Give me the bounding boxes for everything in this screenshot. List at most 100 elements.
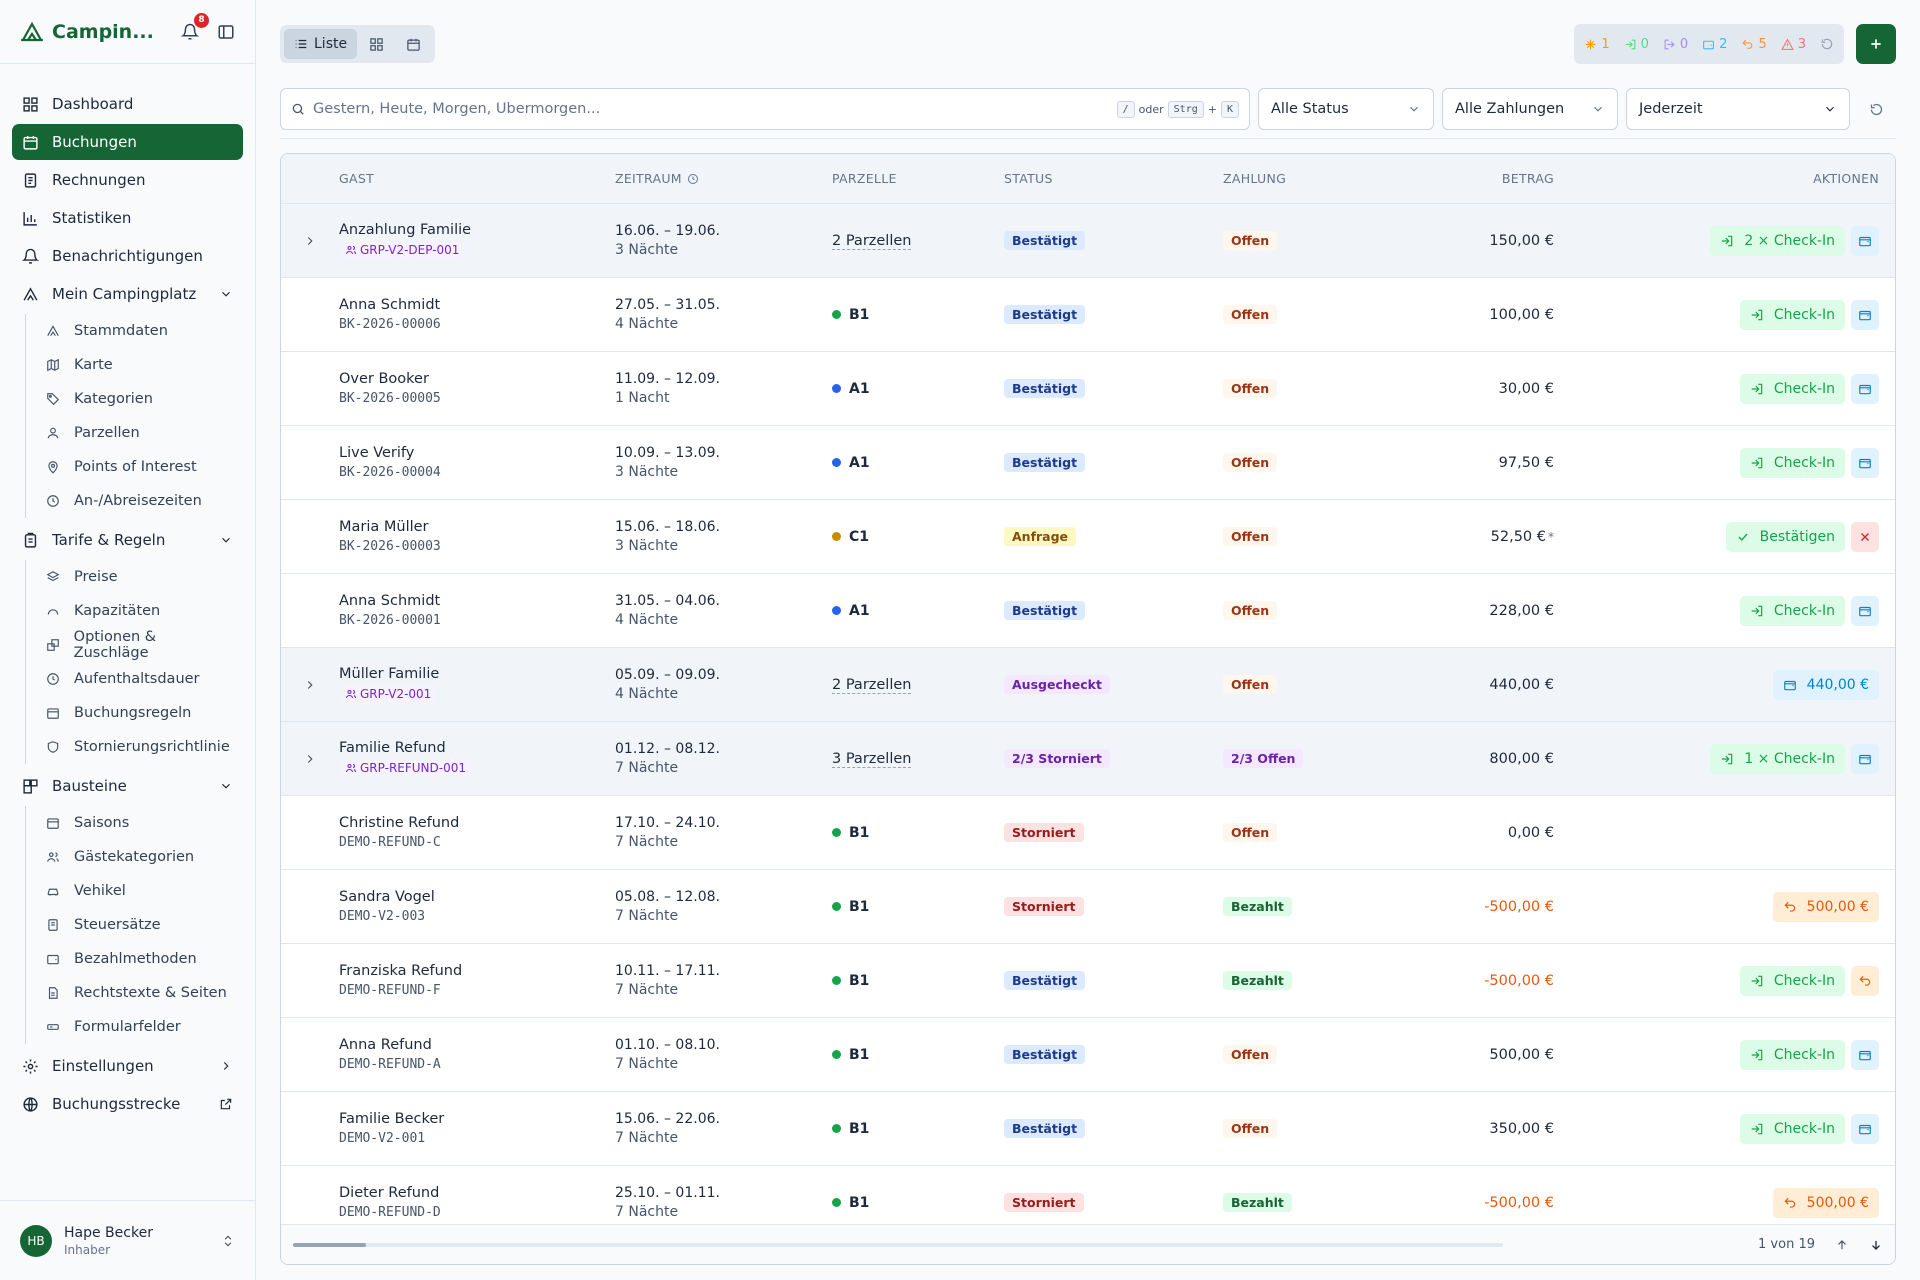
table-row[interactable]: Familie Becker DEMO-V2-001 15.06. – 22.06.…: [281, 1092, 1895, 1166]
sidebar-item-rechtstexte[interactable]: Rechtstexte & Seiten: [36, 976, 243, 1010]
header-parzelle[interactable]: PARZELLE: [832, 171, 897, 186]
checkin-button[interactable]: Check-In: [1739, 447, 1845, 478]
expand-chevron-icon[interactable]: [303, 234, 317, 248]
sidebar-item-gaestekategorien[interactable]: Gästekategorien: [36, 840, 243, 874]
checkin-button[interactable]: 1 × Check-In: [1710, 743, 1845, 774]
checkin-button[interactable]: Check-In: [1739, 595, 1845, 626]
payment-icon-button[interactable]: [1851, 1113, 1879, 1144]
horizontal-scrollbar[interactable]: [293, 1242, 1503, 1247]
checkin-button[interactable]: Check-In: [1739, 965, 1845, 996]
table-row-group[interactable]: Familie Refund GRP-REFUND-001 01.12. – 08.…: [281, 722, 1895, 796]
time-select[interactable]: Jederzeit: [1626, 88, 1850, 130]
expand-chevron-icon[interactable]: [303, 678, 317, 692]
parzellen-link[interactable]: 3 Parzellen: [832, 750, 912, 768]
scroll-down-button[interactable]: [1869, 1238, 1883, 1252]
sidebar-item-bezahlmethoden[interactable]: Bezahlmethoden: [36, 942, 243, 976]
table-row[interactable]: Live Verify BK-2026-00004 10.09. – 13.09. 3…: [281, 426, 1895, 500]
search-field[interactable]: / oder Strg + K: [280, 88, 1250, 130]
checkin-button[interactable]: Check-In: [1739, 1113, 1845, 1144]
search-input[interactable]: [313, 101, 1117, 117]
payment-icon-button[interactable]: [1851, 447, 1879, 478]
sidebar-item-buchungsstrecke[interactable]: Buchungsstrecke: [12, 1086, 243, 1122]
view-grid-button[interactable]: [359, 29, 394, 59]
sidebar-item-vehikel[interactable]: Vehikel: [36, 874, 243, 908]
sidebar-item-stammdaten[interactable]: Stammdaten: [36, 314, 243, 348]
confirm-button[interactable]: Bestätigen: [1725, 521, 1845, 552]
refresh-button[interactable]: [1820, 37, 1834, 51]
table-row-group[interactable]: Anzahlung Familie GRP-V2-DEP-001 16.06. – …: [281, 204, 1895, 278]
refund-icon-button[interactable]: [1851, 965, 1879, 996]
sidebar-item-kapazitaeten[interactable]: Kapazitäten: [36, 594, 243, 628]
sidebar-item-preise[interactable]: Preise: [36, 560, 243, 594]
payment-select[interactable]: Alle Zahlungen: [1442, 88, 1618, 130]
counter-checkin[interactable]: 0: [1624, 37, 1649, 52]
counter-arrivals[interactable]: 1: [1584, 37, 1610, 52]
scrollbar-thumb[interactable]: [293, 1242, 366, 1247]
table-row[interactable]: Maria Müller BK-2026-00003 15.06. – 18.06.…: [281, 500, 1895, 574]
checkin-button[interactable]: Check-In: [1739, 373, 1845, 404]
sidebar-toggle-icon[interactable]: [217, 23, 235, 41]
add-booking-button[interactable]: [1856, 24, 1896, 64]
table-row[interactable]: Over Booker BK-2026-00005 11.09. – 12.09. 1…: [281, 352, 1895, 426]
sidebar-item-einstellungen[interactable]: Einstellungen: [12, 1048, 243, 1084]
payment-button[interactable]: 440,00 €: [1772, 669, 1879, 700]
parzellen-link[interactable]: 2 Parzellen: [832, 232, 912, 250]
refund-button[interactable]: 500,00 €: [1772, 1187, 1879, 1218]
notifications-button[interactable]: 8: [181, 12, 209, 41]
checkin-button[interactable]: 2 × Check-In: [1710, 225, 1845, 256]
table-row[interactable]: Anna Schmidt BK-2026-00001 31.05. – 04.06.…: [281, 574, 1895, 648]
parzellen-link[interactable]: 2 Parzellen: [832, 676, 912, 694]
refund-button[interactable]: 500,00 €: [1772, 891, 1879, 922]
header-zahlung[interactable]: ZAHLUNG: [1223, 171, 1287, 186]
sidebar-item-benachrichtigungen[interactable]: Benachrichtigungen: [12, 238, 243, 274]
sidebar-item-saisons[interactable]: Saisons: [36, 806, 243, 840]
table-row[interactable]: Anna Schmidt BK-2026-00006 27.05. – 31.05.…: [281, 278, 1895, 352]
sidebar-item-poi[interactable]: Points of Interest: [36, 450, 243, 484]
payment-icon-button[interactable]: [1851, 373, 1879, 404]
sidebar-item-buchungsregeln[interactable]: Buchungsregeln: [36, 696, 243, 730]
table-row[interactable]: Christine Refund DEMO-REFUND-C 17.10. – 24…: [281, 796, 1895, 870]
sidebar-item-buchungen[interactable]: Buchungen: [12, 124, 243, 160]
header-zeitraum[interactable]: ZEITRAUM: [615, 171, 832, 186]
table-row[interactable]: Dieter Refund DEMO-REFUND-D 25.10. – 01.11…: [281, 1166, 1895, 1240]
table-row[interactable]: Anna Refund DEMO-REFUND-A 01.10. – 08.10. 7…: [281, 1018, 1895, 1092]
payment-icon-button[interactable]: [1851, 743, 1879, 774]
counter-warnings[interactable]: 3: [1780, 37, 1806, 52]
reject-button[interactable]: [1851, 521, 1879, 552]
sidebar-item-stornierung[interactable]: Stornierungsrichtlinie: [36, 730, 243, 764]
sidebar-item-aufenthaltsdauer[interactable]: Aufenthaltsdauer: [36, 662, 243, 696]
checkin-button[interactable]: Check-In: [1739, 299, 1845, 330]
counter-refunds[interactable]: 5: [1741, 37, 1767, 52]
view-calendar-button[interactable]: [396, 29, 431, 59]
counter-payments[interactable]: 2: [1702, 37, 1727, 52]
sidebar-item-abreisezeiten[interactable]: An-/Abreisezeiten: [36, 484, 243, 518]
brand-name[interactable]: Campin...: [52, 20, 154, 43]
sidebar-item-steuersaetze[interactable]: Steuersätze: [36, 908, 243, 942]
sidebar-item-kategorien[interactable]: Kategorien: [36, 382, 243, 416]
payment-icon-button[interactable]: [1851, 595, 1879, 626]
payment-icon-button[interactable]: [1851, 299, 1879, 330]
counter-checkout[interactable]: 0: [1663, 37, 1688, 52]
sidebar-item-formularfelder[interactable]: Formularfelder: [36, 1010, 243, 1044]
user-menu[interactable]: HB Hape Becker Inhaber: [0, 1200, 255, 1280]
view-list-button[interactable]: Liste: [284, 29, 358, 59]
sidebar-group-tarife[interactable]: Tarife & Regeln: [12, 522, 243, 558]
table-row[interactable]: Sandra Vogel DEMO-V2-003 05.08. – 12.08. 7 …: [281, 870, 1895, 944]
checkin-button[interactable]: Check-In: [1739, 1039, 1845, 1070]
sidebar-item-statistiken[interactable]: Statistiken: [12, 200, 243, 236]
sidebar-item-optionen[interactable]: Optionen & Zuschläge: [36, 628, 243, 662]
payment-icon-button[interactable]: [1851, 225, 1879, 256]
sidebar-item-rechnungen[interactable]: Rechnungen: [12, 162, 243, 198]
scroll-up-button[interactable]: [1835, 1238, 1849, 1252]
sidebar-item-dashboard[interactable]: Dashboard: [12, 86, 243, 122]
sidebar-group-mein-campingplatz[interactable]: Mein Campingplatz: [12, 276, 243, 312]
sidebar-item-parzellen[interactable]: Parzellen: [36, 416, 243, 450]
sidebar-group-bausteine[interactable]: Bausteine: [12, 768, 243, 804]
expand-chevron-icon[interactable]: [303, 752, 317, 766]
reset-filters-button[interactable]: [1858, 88, 1894, 130]
payment-icon-button[interactable]: [1851, 1039, 1879, 1070]
header-status[interactable]: STATUS: [1004, 171, 1053, 186]
header-betrag[interactable]: BETRAG: [1501, 171, 1554, 186]
header-gast[interactable]: GAST: [339, 171, 375, 186]
table-row-group[interactable]: Müller Familie GRP-V2-001 05.09. – 09.09. 4…: [281, 648, 1895, 722]
